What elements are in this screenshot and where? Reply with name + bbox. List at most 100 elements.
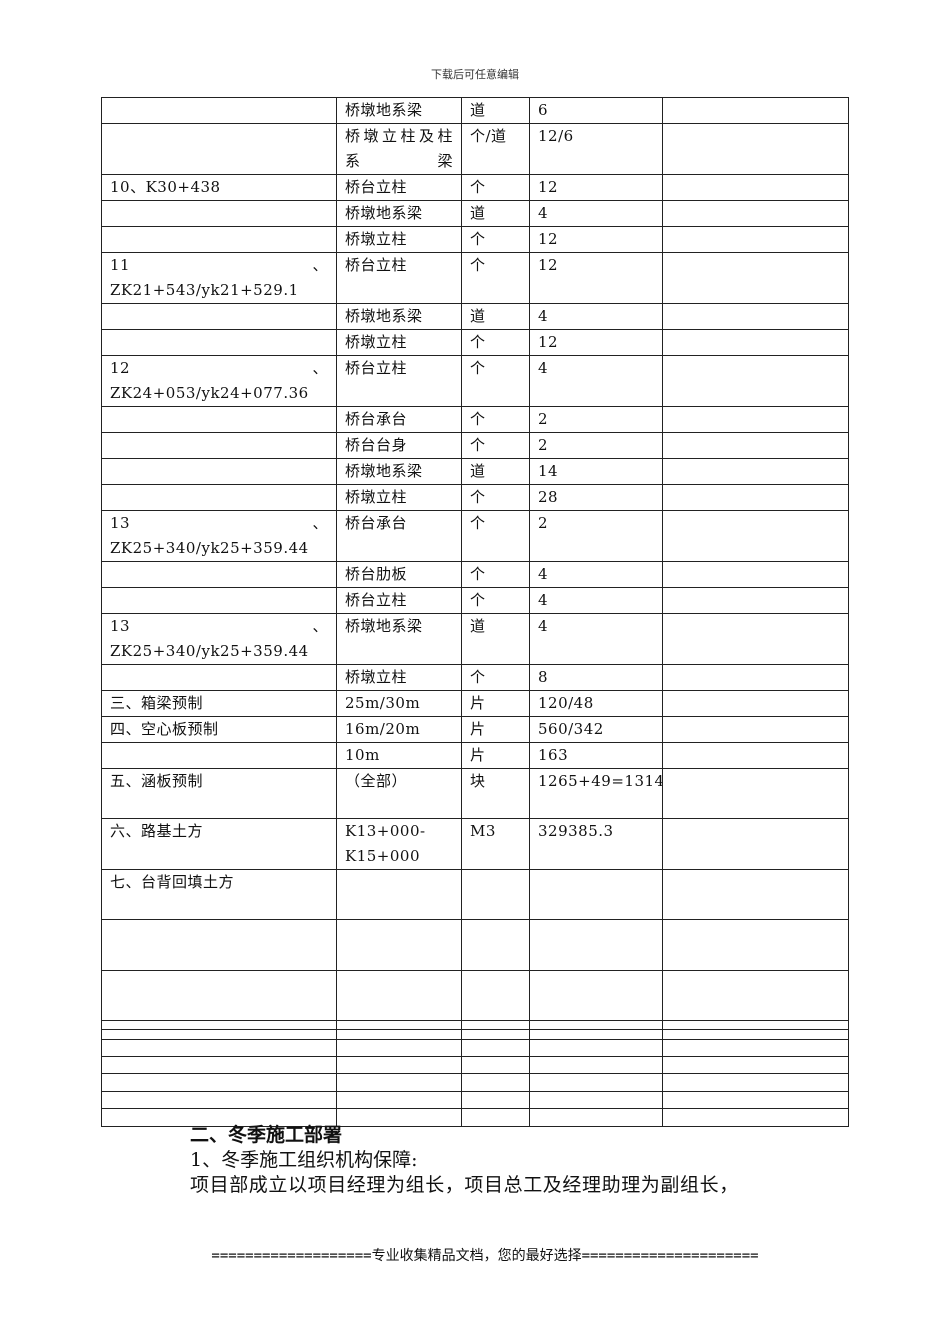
table-row: 10、K30+438 桥台立柱个 12 bbox=[101, 174, 849, 201]
unit-cell: 个 bbox=[461, 252, 530, 304]
quantity-cell bbox=[529, 1108, 663, 1127]
quantity-cell: 2 bbox=[529, 510, 663, 562]
unit-cell bbox=[461, 1056, 530, 1074]
remark-cell bbox=[662, 690, 849, 717]
part-cell: 桥台立柱 bbox=[336, 174, 462, 201]
item-cell bbox=[101, 97, 337, 124]
remark-cell bbox=[662, 97, 849, 124]
header-note: 下载后可任意编辑 bbox=[431, 68, 519, 81]
item-cell bbox=[101, 200, 337, 227]
quantity-cell: 4 bbox=[529, 613, 663, 665]
part-cell: 桥墩地系梁 bbox=[336, 303, 462, 330]
part-cell: K13+000-K15+000 bbox=[336, 818, 462, 870]
item-cell bbox=[101, 664, 337, 691]
unit-cell: 道 bbox=[461, 97, 530, 124]
unit-cell bbox=[461, 1091, 530, 1109]
item-cell bbox=[101, 406, 337, 433]
remark-cell bbox=[662, 613, 849, 665]
table-row bbox=[101, 1108, 849, 1127]
unit-cell bbox=[461, 1039, 530, 1057]
part-cell bbox=[336, 1056, 462, 1074]
item-cell: 11、ZK21+543/yk21+529.1 bbox=[101, 252, 337, 304]
remark-cell bbox=[662, 919, 849, 971]
item-cell bbox=[101, 329, 337, 356]
quantity-cell: 120/48 bbox=[529, 690, 663, 717]
unit-cell: 个 bbox=[461, 561, 530, 588]
table-row: 桥墩立柱个 12 bbox=[101, 226, 849, 253]
remark-cell bbox=[662, 1091, 849, 1109]
table-row: 桥台承台个 2 bbox=[101, 406, 849, 433]
item-cell bbox=[101, 1091, 337, 1109]
quantity-cell: 2 bbox=[529, 406, 663, 433]
item-cell bbox=[101, 432, 337, 459]
quantity-cell bbox=[529, 1029, 663, 1040]
table-row: 10m 片 163 bbox=[101, 742, 849, 769]
quantity-cell: 4 bbox=[529, 561, 663, 588]
unit-cell bbox=[461, 1108, 530, 1127]
unit-cell bbox=[461, 1073, 530, 1092]
unit-cell: 片 bbox=[461, 742, 530, 769]
quantity-cell bbox=[529, 869, 663, 920]
quantity-cell bbox=[529, 1039, 663, 1057]
remark-cell bbox=[662, 123, 849, 175]
quantity-cell: 8 bbox=[529, 664, 663, 691]
remark-cell bbox=[662, 174, 849, 201]
quantity-cell: 4 bbox=[529, 303, 663, 330]
unit-cell bbox=[461, 1029, 530, 1040]
table-row: 11、ZK21+543/yk21+529.1 桥台立柱个 12 bbox=[101, 252, 849, 304]
part-cell: 16m/20m bbox=[336, 716, 462, 743]
table-row: 桥台立柱个 4 bbox=[101, 587, 849, 614]
quantity-cell: 14 bbox=[529, 458, 663, 485]
quantity-cell: 4 bbox=[529, 587, 663, 614]
quantity-cell: 4 bbox=[529, 355, 663, 407]
part-cell: （全部） bbox=[336, 768, 462, 819]
remark-cell bbox=[662, 742, 849, 769]
remark-cell bbox=[662, 716, 849, 743]
paragraph: 项目部成立以项目经理为组长，项目总工及经理助理为副组长， bbox=[190, 1174, 739, 1196]
remark-cell bbox=[662, 226, 849, 253]
quantity-cell: 4 bbox=[529, 200, 663, 227]
table-row bbox=[101, 1020, 849, 1030]
remark-cell bbox=[662, 664, 849, 691]
table-row: 桥台肋板个 4 bbox=[101, 561, 849, 588]
remark-cell bbox=[662, 432, 849, 459]
part-cell: 10m bbox=[336, 742, 462, 769]
table-row bbox=[101, 1056, 849, 1074]
unit-cell: 片 bbox=[461, 690, 530, 717]
remark-cell bbox=[662, 1039, 849, 1057]
table-row: 七、台背回填土方 bbox=[101, 869, 849, 920]
item-cell bbox=[101, 1029, 337, 1040]
remark-cell bbox=[662, 329, 849, 356]
part-cell: 25m/30m bbox=[336, 690, 462, 717]
table-row: 13、ZK25+340/yk25+359.44 桥墩地系梁道 4 bbox=[101, 613, 849, 665]
item-cell bbox=[101, 587, 337, 614]
part-cell: 桥墩地系梁 bbox=[336, 613, 462, 665]
unit-cell: 道 bbox=[461, 458, 530, 485]
table-row bbox=[101, 1073, 849, 1092]
item-cell bbox=[101, 970, 337, 1021]
quantity-cell: 163 bbox=[529, 742, 663, 769]
part-cell bbox=[336, 1108, 462, 1127]
part-cell: 桥台台身 bbox=[336, 432, 462, 459]
item-cell bbox=[101, 458, 337, 485]
remark-cell bbox=[662, 587, 849, 614]
remark-cell bbox=[662, 1020, 849, 1030]
unit-cell: 个 bbox=[461, 432, 530, 459]
item-cell: 五、涵板预制 bbox=[101, 768, 337, 819]
item-cell: 10、K30+438 bbox=[101, 174, 337, 201]
remark-cell bbox=[662, 458, 849, 485]
table-row: 桥墩立柱个 28 bbox=[101, 484, 849, 511]
table-row bbox=[101, 919, 849, 971]
table-row: 13、ZK25+340/yk25+359.44 桥台承台个 2 bbox=[101, 510, 849, 562]
part-cell: 桥墩地系梁 bbox=[336, 200, 462, 227]
item-cell bbox=[101, 1039, 337, 1057]
part-cell: 桥台立柱 bbox=[336, 355, 462, 407]
item-cell bbox=[101, 1020, 337, 1030]
quantity-cell bbox=[529, 919, 663, 971]
table-row bbox=[101, 1091, 849, 1109]
unit-cell: 个 bbox=[461, 226, 530, 253]
remark-cell bbox=[662, 406, 849, 433]
item-cell: 12、ZK24+053/yk24+077.36 bbox=[101, 355, 337, 407]
part-cell bbox=[336, 1029, 462, 1040]
item-cell: 13、ZK25+340/yk25+359.44 bbox=[101, 613, 337, 665]
